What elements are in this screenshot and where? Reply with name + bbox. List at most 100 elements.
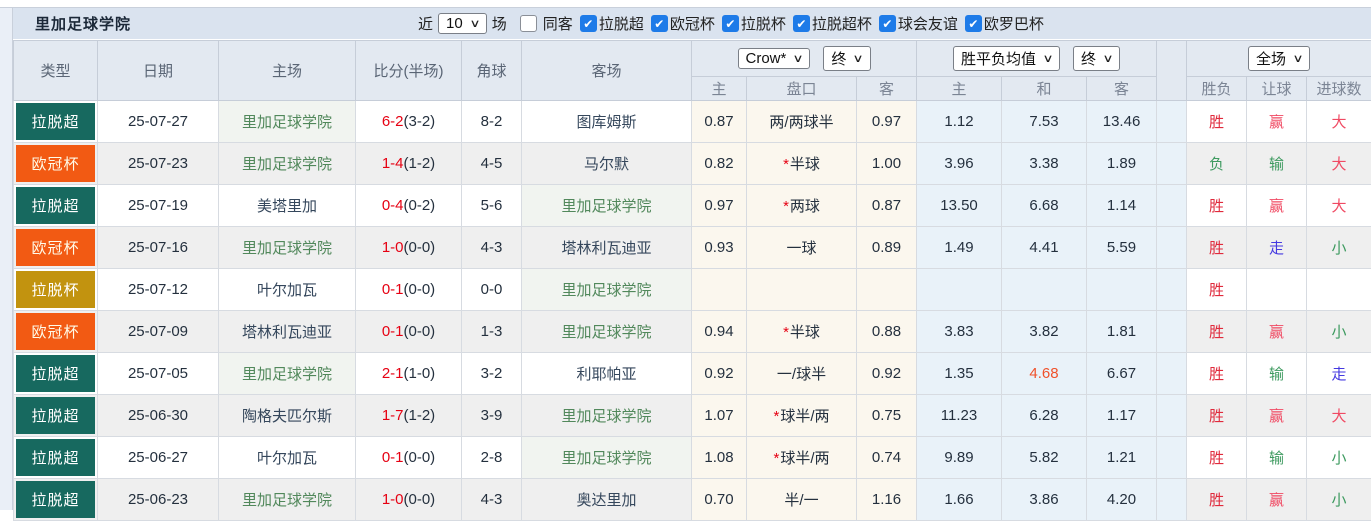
home-team-cell[interactable]: 叶尔加瓦: [219, 437, 356, 479]
match-date: 25-07-27: [128, 113, 188, 130]
score-cell: 1-0(0-0): [356, 227, 462, 269]
avg-draw-value: 4.41: [1029, 239, 1058, 256]
half-time-score: (0-0): [404, 491, 436, 508]
home-team-cell[interactable]: 叶尔加瓦: [219, 269, 356, 311]
full-time-score: 1-0: [382, 491, 404, 508]
recent-count-select[interactable]: 10 ∨: [438, 13, 487, 34]
same-away-checkbox[interactable]: [520, 15, 537, 32]
league-badge: 拉脱超: [16, 103, 95, 140]
odds-away-cell: [857, 269, 917, 311]
check-icon: ✔: [654, 17, 664, 31]
gap-cell: [1157, 101, 1187, 143]
gap-cell: [1157, 395, 1187, 437]
score-cell: 0-1(0-0): [356, 437, 462, 479]
match-date: 25-07-09: [128, 323, 188, 340]
odds-home-value: 0.92: [704, 365, 733, 382]
league-checkbox[interactable]: ✔: [651, 15, 668, 32]
handicap-result-cell: 输: [1247, 437, 1307, 479]
odds-away-value: 0.89: [872, 239, 901, 256]
handicap-value: 球半/两: [780, 408, 829, 425]
home-team-cell[interactable]: 里加足球学院: [219, 479, 356, 521]
home-team-name: 里加足球学院: [242, 156, 332, 173]
away-team-cell[interactable]: 里加足球学院: [522, 395, 692, 437]
gap-cell: [1157, 269, 1187, 311]
odds-home-value: 0.97: [704, 197, 733, 214]
date-cell: 25-06-27: [98, 437, 219, 479]
away-team-cell[interactable]: 马尔默: [522, 143, 692, 185]
handicap-result-cell: 赢: [1247, 395, 1307, 437]
odds-away-cell: 0.97: [857, 101, 917, 143]
score-cell: 1-0(0-0): [356, 479, 462, 521]
average-odds-select[interactable]: 胜平负均值 ∨: [953, 46, 1060, 71]
home-team-name: 叶尔加瓦: [257, 450, 317, 467]
home-team-cell[interactable]: 里加足球学院: [219, 101, 356, 143]
half-time-score: (1-0): [404, 365, 436, 382]
odds-away-value: 0.74: [872, 449, 901, 466]
avg-home-cell: 11.23: [917, 395, 1002, 437]
home-team-cell[interactable]: 塔林利瓦迪亚: [219, 311, 356, 353]
odds-away-cell: 1.16: [857, 479, 917, 521]
league-checkbox[interactable]: ✔: [965, 15, 982, 32]
home-team-cell[interactable]: 里加足球学院: [219, 353, 356, 395]
avg-away-value: 13.46: [1103, 113, 1141, 130]
full-time-score: 1-0: [382, 239, 404, 256]
odds-home-cell: 0.93: [692, 227, 747, 269]
odds-home-cell: 0.82: [692, 143, 747, 185]
score-cell: 0-1(0-0): [356, 311, 462, 353]
away-team-name: 塔林利瓦迪亚: [561, 240, 651, 257]
half-time-score: (1-2): [404, 155, 436, 172]
corners-cell: 3-9: [462, 395, 522, 437]
league-checkbox[interactable]: ✔: [879, 15, 896, 32]
avg-draw-value: 3.86: [1029, 491, 1058, 508]
home-team-name: 塔林利瓦迪亚: [242, 324, 332, 341]
league-checkbox[interactable]: ✔: [722, 15, 739, 32]
odds-away-cell: 0.92: [857, 353, 917, 395]
corners-value: 4-3: [481, 491, 503, 508]
handicap-result-cell: 输: [1247, 143, 1307, 185]
handicap-result-value: 赢: [1269, 492, 1284, 509]
goals-total-value: 大: [1332, 408, 1347, 425]
league-checkbox[interactable]: ✔: [580, 15, 597, 32]
away-team-cell[interactable]: 利耶帕亚: [522, 353, 692, 395]
avg-draw-value: 4.68: [1029, 365, 1058, 382]
result-value: 胜: [1209, 492, 1224, 509]
avg-draw-value: 6.28: [1029, 407, 1058, 424]
away-team-cell[interactable]: 里加足球学院: [522, 311, 692, 353]
away-team-cell[interactable]: 里加足球学院: [522, 437, 692, 479]
away-team-cell[interactable]: 里加足球学院: [522, 269, 692, 311]
average-time-select[interactable]: 终 ∨: [1073, 46, 1120, 71]
bookmaker-select[interactable]: Crow* ∨: [738, 48, 811, 69]
avg-draw-cell: 3.86: [1002, 479, 1087, 521]
league-checkbox[interactable]: ✔: [793, 15, 810, 32]
handicap-cell: *半球: [747, 311, 857, 353]
odds-home-cell: 1.07: [692, 395, 747, 437]
date-cell: 25-07-23: [98, 143, 219, 185]
full-time-score: 2-1: [382, 365, 404, 382]
away-team-cell[interactable]: 塔林利瓦迪亚: [522, 227, 692, 269]
home-team-cell[interactable]: 陶格夫匹尔斯: [219, 395, 356, 437]
odds-home-cell: 1.08: [692, 437, 747, 479]
away-team-cell[interactable]: 奥达里加: [522, 479, 692, 521]
avg-home-value: 13.50: [940, 197, 978, 214]
goals-total-value: 小: [1332, 240, 1347, 257]
away-team-name: 里加足球学院: [561, 408, 651, 425]
scope-select[interactable]: 全场 ∨: [1248, 46, 1310, 71]
league-filter-label: 拉脱超: [599, 13, 644, 34]
half-time-score: (0-2): [404, 197, 436, 214]
league-type-cell: 欧冠杯: [14, 227, 98, 269]
home-team-cell[interactable]: 美塔里加: [219, 185, 356, 227]
bookmaker-time-select[interactable]: 终 ∨: [823, 46, 870, 71]
avg-draw-cell: 4.68: [1002, 353, 1087, 395]
avg-home-value: 3.83: [944, 323, 973, 340]
away-team-name: 奥达里加: [576, 492, 636, 509]
avg-away-value: 6.67: [1107, 365, 1136, 382]
avg-draw-cell: 6.28: [1002, 395, 1087, 437]
avg-away-cell: 5.59: [1087, 227, 1157, 269]
away-team-cell[interactable]: 图库姆斯: [522, 101, 692, 143]
home-team-cell[interactable]: 里加足球学院: [219, 143, 356, 185]
away-team-name: 里加足球学院: [561, 198, 651, 215]
away-team-cell[interactable]: 里加足球学院: [522, 185, 692, 227]
home-team-cell[interactable]: 里加足球学院: [219, 227, 356, 269]
